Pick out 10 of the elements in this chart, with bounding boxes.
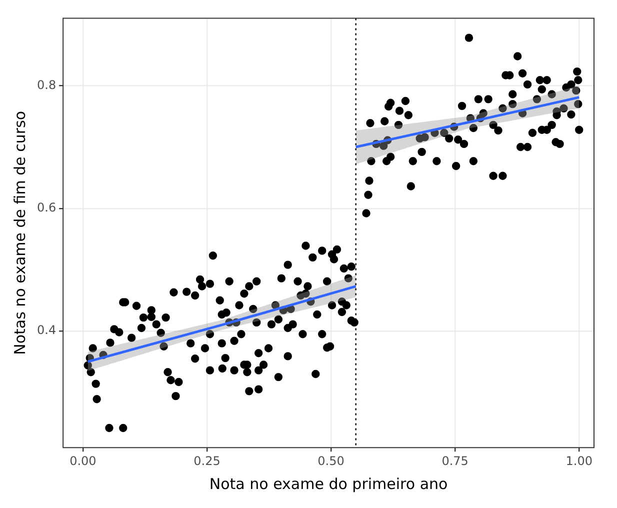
x-tick-label: 0.75 [442,454,468,468]
x-axis-title: Nota no exame do primeiro ano [209,474,448,493]
y-tick-label: 0.4 [36,323,56,338]
y-tick-label: 0.6 [36,200,56,214]
x-tick-label: 0.00 [70,454,96,468]
y-axis-title: Notas no exame de fim de curso [10,110,29,355]
y-tick-label: 0.8 [36,78,56,92]
x-tick-label: 1.00 [566,454,592,468]
x-tick-label: 0.50 [318,454,344,468]
x-tick-label: 0.25 [194,454,220,468]
